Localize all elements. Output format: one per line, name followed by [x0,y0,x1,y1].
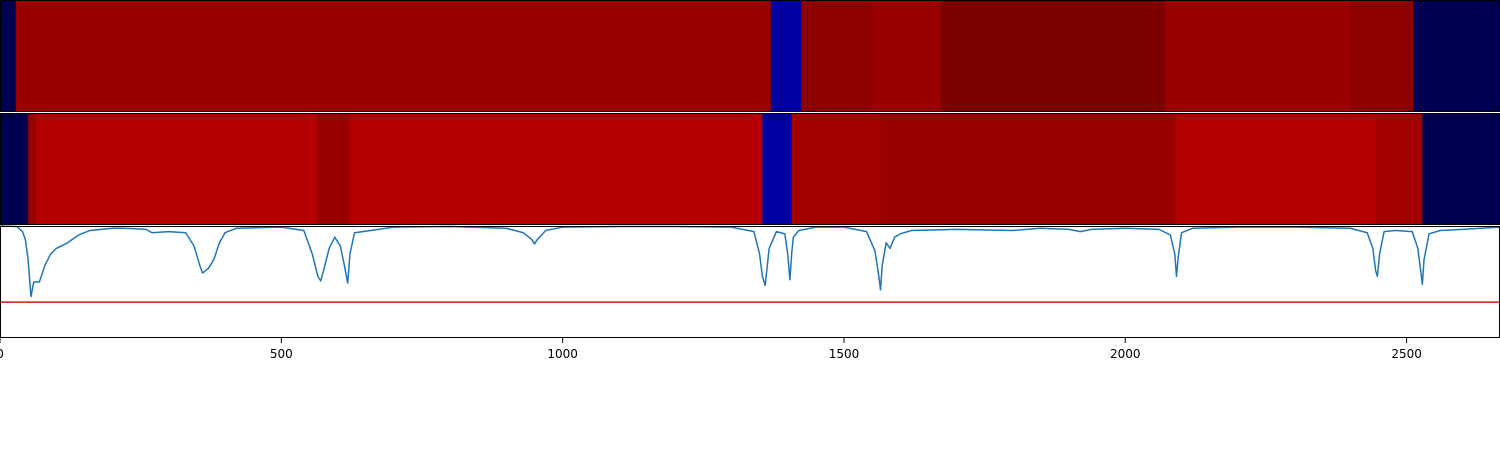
heatmap-cell-r2-6 [762,113,793,225]
heatmap-cell-r2-2 [28,113,37,225]
heatmap-cell-r1-5 [872,0,942,112]
heatmap-cell-r1-4 [801,0,873,112]
x-axis: 0 500 1000 1500 2000 2500 [0,338,1422,361]
heatmap-cell-r1-7 [1165,0,1351,112]
line-panel-background [0,226,1500,338]
heatmap-cell-r2-8 [880,113,1177,225]
heatmap-cell-r2-3 [36,113,318,225]
x-tick-label-500: 500 [270,347,293,361]
series-line [0,225,1500,298]
x-tick-label-1000: 1000 [547,347,578,361]
heatmap-cell-r2-9 [1176,113,1378,225]
heatmap-cell-r1-9 [1413,0,1500,112]
heatmap-cell-r1-2 [15,0,772,112]
line-panel [0,225,1500,338]
heatmap-cell-r2-10 [1376,113,1423,225]
heatmap-cell-r2-4 [316,113,351,225]
x-tick-label-2500: 2500 [1391,347,1422,361]
x-tick-label-1500: 1500 [829,347,860,361]
heatmap-row-2 [0,113,1500,225]
heatmap-cell-r1-8 [1350,0,1414,112]
heatmap-cell-r1-1 [0,0,17,112]
heatmap-cell-r1-6 [940,0,1166,112]
heatmap-cell-r2-7 [791,113,882,225]
heatmap-cell-r2-1 [0,113,29,225]
heatmap-cell-r2-5 [349,113,763,225]
x-tick-label-0: 0 [0,347,4,361]
x-tick-label-2000: 2000 [1110,347,1141,361]
heatmap-cell-r2-11 [1422,113,1500,225]
heatmap-cell-r1-3 [770,0,802,112]
heatmap-row-1 [0,0,1500,112]
